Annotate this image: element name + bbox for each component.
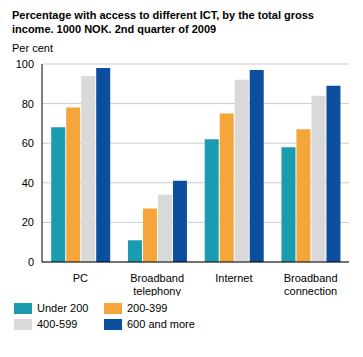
svg-text:20: 20 xyxy=(22,216,34,228)
svg-text:Broadbandtelephony: Broadbandtelephony xyxy=(130,272,184,296)
svg-text:0: 0 xyxy=(28,256,34,268)
svg-text:80: 80 xyxy=(22,98,34,110)
html-text:Percentage with access to diff: Percentage with access to different ICT,… xyxy=(12,9,314,35)
svg-text:PC: PC xyxy=(73,272,88,284)
svg-text:Internet: Internet xyxy=(215,272,252,284)
svg-text:100: 100 xyxy=(16,58,34,70)
svg-text:Broadbandconnection: Broadbandconnection xyxy=(284,272,338,296)
svg-text:40: 40 xyxy=(22,177,34,189)
html-text:Under 200: Under 200 xyxy=(37,302,89,314)
html-text:600 and more: 600 and more xyxy=(127,318,195,330)
html-text:Per cent: Per cent xyxy=(12,42,53,54)
html-text:400-599: 400-599 xyxy=(37,318,78,330)
svg-text:60: 60 xyxy=(22,137,34,149)
html-text:200-399: 200-399 xyxy=(127,302,168,314)
